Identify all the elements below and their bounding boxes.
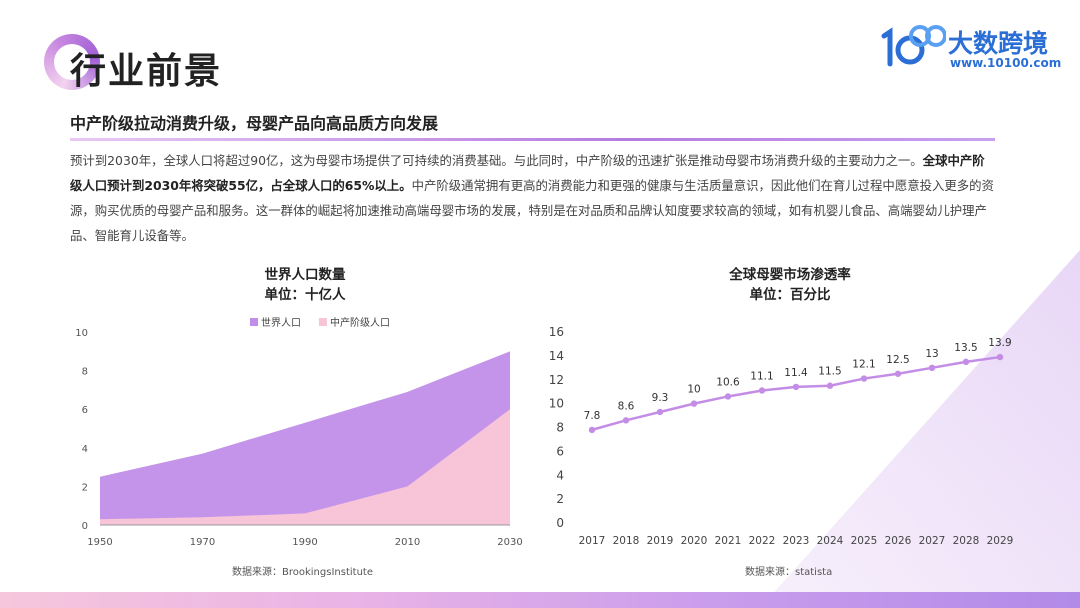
penetration-data-label: 12.1 bbox=[852, 359, 875, 371]
population-y-tick: 10 bbox=[75, 328, 88, 339]
population-legend-label: 中产阶级人口 bbox=[330, 316, 390, 329]
penetration-y-tick: 4 bbox=[556, 468, 564, 482]
penetration-y-tick: 2 bbox=[556, 492, 564, 506]
penetration-x-tick: 2023 bbox=[783, 535, 810, 547]
penetration-data-label: 11.5 bbox=[818, 366, 841, 378]
population-legend-swatch bbox=[319, 318, 327, 326]
population-legend-label: 世界人口 bbox=[261, 317, 301, 329]
penetration-x-tick: 2029 bbox=[987, 535, 1014, 547]
penetration-data-point bbox=[962, 358, 970, 366]
page-title-block: 行业前景 bbox=[38, 32, 298, 96]
penetration-data-label: 13 bbox=[925, 348, 938, 360]
penetration-data-point bbox=[826, 382, 834, 389]
penetration-data-point bbox=[588, 426, 596, 434]
penetration-chart-source: 数据来源：statista bbox=[745, 567, 833, 578]
population-y-tick: 4 bbox=[82, 444, 88, 455]
penetration-y-tick: 12 bbox=[549, 373, 564, 387]
penetration-x-tick: 2022 bbox=[749, 535, 776, 547]
population-y-tick: 2 bbox=[82, 482, 88, 493]
penetration-x-tick: 2021 bbox=[715, 535, 742, 547]
penetration-y-tick: 16 bbox=[549, 325, 564, 339]
penetration-data-label: 13.5 bbox=[954, 342, 977, 354]
penetration-y-tick: 6 bbox=[556, 444, 564, 458]
penetration-data-point bbox=[928, 364, 936, 372]
population-x-tick: 1950 bbox=[87, 537, 112, 548]
penetration-data-point bbox=[690, 400, 698, 407]
brand-url[interactable]: www.10100.com bbox=[950, 56, 1062, 70]
population-y-tick: 8 bbox=[82, 367, 88, 378]
subtitle-divider bbox=[70, 138, 995, 141]
penetration-x-tick: 2017 bbox=[579, 535, 606, 547]
penetration-data-point bbox=[860, 375, 868, 382]
penetration-y-tick: 10 bbox=[549, 397, 564, 411]
penetration-data-label: 7.8 bbox=[584, 410, 601, 422]
penetration-data-point bbox=[758, 387, 766, 394]
penetration-x-tick: 2028 bbox=[953, 535, 980, 547]
penetration-x-tick: 2024 bbox=[817, 535, 844, 547]
penetration-data-label: 11.4 bbox=[784, 367, 808, 379]
paragraph-text-2: 中产阶级通常拥有更高的消费能力和更强的健康与生活质量意识，因此他们在育儿过程中愿… bbox=[70, 178, 994, 243]
penetration-data-label: 11.1 bbox=[750, 370, 773, 382]
penetration-y-tick: 8 bbox=[556, 421, 564, 435]
penetration-data-point bbox=[996, 353, 1004, 361]
world-population-area bbox=[100, 351, 510, 525]
population-x-tick: 2030 bbox=[497, 537, 522, 548]
penetration-x-tick: 2018 bbox=[613, 535, 640, 547]
penetration-x-tick: 2027 bbox=[919, 535, 946, 547]
penetration-y-tick: 0 bbox=[556, 516, 564, 530]
population-chart-source: 数据来源：BrookingsInstitute bbox=[232, 567, 373, 578]
penetration-data-label: 12.5 bbox=[886, 354, 909, 366]
penetration-chart-title-text: 全球母婴市场渗透率 bbox=[729, 267, 851, 283]
intro-paragraph: 预计到2030年，全球人口将超过90亿，这为母婴市场提供了可持续的消费基础。与此… bbox=[70, 148, 995, 248]
population-y-tick: 0 bbox=[82, 521, 88, 532]
penetration-data-label: 13.9 bbox=[988, 337, 1011, 349]
brand-logo: 大数跨境 www.10100.com bbox=[876, 20, 1066, 74]
penetration-data-label: 9.3 bbox=[652, 392, 669, 404]
penetration-data-point bbox=[724, 393, 732, 400]
middle-class-population-area bbox=[100, 409, 510, 525]
population-chart-unit: 单位：十亿人 bbox=[264, 287, 346, 303]
paragraph-highlight: 全球中产阶级人口预计到2030年将突破55亿，占全球人口的65%以上。 bbox=[70, 153, 985, 193]
population-x-tick: 2010 bbox=[395, 537, 420, 548]
penetration-y-tick: 14 bbox=[549, 349, 564, 363]
title-ring-decoration bbox=[44, 34, 100, 90]
population-chart-title-text: 世界人口数量 bbox=[264, 267, 346, 283]
population-y-tick: 6 bbox=[82, 405, 88, 416]
penetration-data-point bbox=[792, 383, 800, 391]
penetration-data-label: 10.6 bbox=[716, 376, 740, 388]
population-chart-title: 世界人口数量 单位：十亿人 bbox=[205, 265, 405, 305]
population-area-chart: 0 2 4 6 8 10 1950 1970 1990 2010 2030 世界人口 中产阶级人口 bbox=[75, 316, 522, 548]
penetration-line-chart: 0 2 4 6 8 10 12 14 16 2017 2018 2019 2020 2021 2022 202… bbox=[549, 325, 1014, 547]
penetration-x-tick: 2026 bbox=[885, 535, 912, 547]
penetration-x-tick: 2019 bbox=[647, 535, 674, 547]
paragraph-text-1: 预计到2030年，全球人口将超过90亿，这为母婴市场提供了可持续的消费基础。与此… bbox=[70, 153, 923, 168]
penetration-x-tick: 2025 bbox=[851, 535, 878, 547]
penetration-data-label: 8.6 bbox=[618, 400, 635, 412]
penetration-chart-unit: 单位：百分比 bbox=[749, 287, 831, 303]
penetration-data-label: 10 bbox=[687, 384, 700, 396]
penetration-data-point bbox=[622, 417, 630, 424]
penetration-chart-title: 全球母婴市场渗透率 单位：百分比 bbox=[690, 265, 890, 305]
footer-gradient-bar bbox=[0, 592, 1080, 608]
population-x-tick: 1970 bbox=[190, 537, 215, 548]
brand-name: 大数跨境 bbox=[948, 29, 1049, 58]
penetration-data-point bbox=[894, 370, 902, 377]
population-x-tick: 1990 bbox=[292, 537, 317, 548]
page-title: 行业前景 bbox=[70, 51, 223, 92]
brand-logo-icon bbox=[881, 25, 946, 67]
section-subtitle: 中产阶级拉动消费升级，母婴产品向高品质方向发展 bbox=[70, 114, 439, 133]
penetration-data-point bbox=[656, 408, 664, 416]
population-legend-swatch bbox=[250, 318, 258, 326]
penetration-x-tick: 2020 bbox=[681, 535, 708, 547]
